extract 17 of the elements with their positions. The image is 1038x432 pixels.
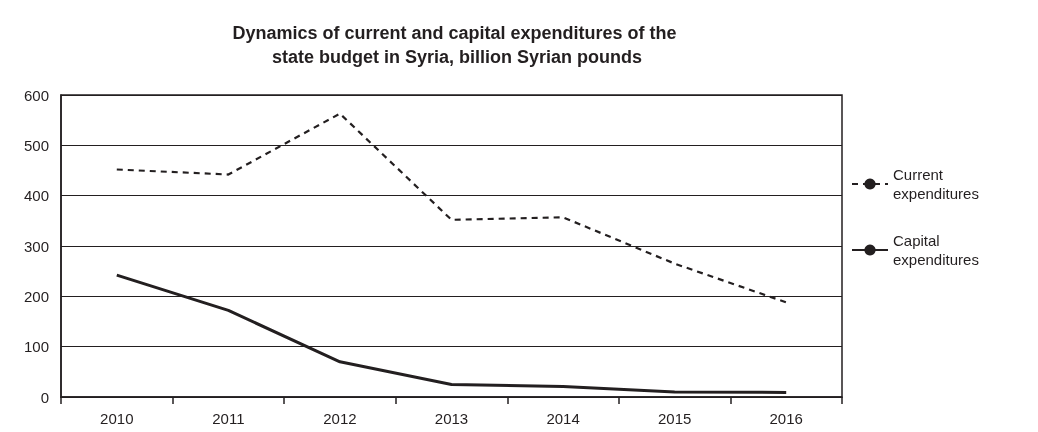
x-tick-label: 2014 bbox=[546, 410, 580, 427]
x-tick-label: 2012 bbox=[323, 410, 357, 427]
y-tick-label: 100 bbox=[23, 338, 49, 356]
y-tick-label: 300 bbox=[23, 237, 49, 255]
y-tick-label: 200 bbox=[23, 287, 49, 305]
x-tick-label: 2011 bbox=[212, 410, 245, 427]
x-tick-label: 2015 bbox=[657, 410, 692, 427]
x-tick-label: 2013 bbox=[434, 410, 469, 427]
y-tick-label: 400 bbox=[23, 187, 49, 205]
y-tick-label: 500 bbox=[23, 136, 49, 154]
legend-label: Capital expenditures bbox=[893, 232, 979, 268]
y-tick-label: 0 bbox=[40, 388, 49, 406]
x-tick-label: 2010 bbox=[100, 410, 134, 427]
x-tick-label: 2016 bbox=[769, 410, 803, 427]
legend-label: Current expenditures bbox=[893, 166, 979, 202]
chart-title: Dynamics of current and capital expenditures of the state budget in Syria, billion Syrian pounds bbox=[232, 23, 682, 67]
y-tick-label: 600 bbox=[23, 86, 49, 104]
